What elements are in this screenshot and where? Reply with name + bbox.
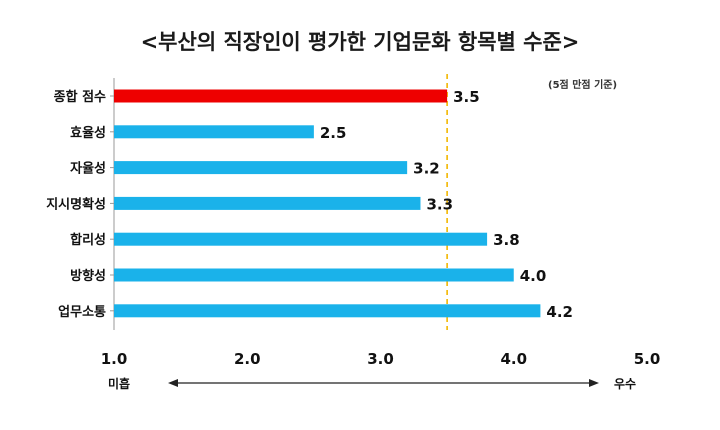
bar bbox=[114, 161, 408, 175]
bar bbox=[114, 304, 541, 318]
x-tick-label: 4.0 bbox=[500, 350, 527, 368]
bar bbox=[114, 125, 314, 139]
bar bbox=[114, 196, 421, 210]
category-label: 자율성 bbox=[70, 161, 106, 177]
value-label: 3.3 bbox=[426, 195, 453, 213]
scale-note: (5점 만점 기준) bbox=[548, 80, 618, 91]
x-tick-label: 2.0 bbox=[234, 350, 261, 368]
category-label: 방향성 bbox=[70, 268, 106, 284]
scale-high-label: 우수 bbox=[614, 377, 636, 391]
x-tick-label: 5.0 bbox=[634, 350, 661, 368]
x-tick-label: 3.0 bbox=[367, 350, 394, 368]
value-label: 2.5 bbox=[320, 124, 347, 142]
category-label: 합리성 bbox=[70, 232, 106, 248]
bar bbox=[114, 89, 448, 103]
value-label: 4.2 bbox=[546, 303, 573, 321]
category-label: 효율성 bbox=[70, 125, 106, 141]
category-label: 종합 점수 bbox=[54, 89, 106, 105]
value-label: 4.0 bbox=[520, 267, 547, 285]
bar bbox=[114, 232, 488, 246]
value-label: 3.5 bbox=[453, 88, 480, 106]
bar bbox=[114, 268, 514, 282]
chart-title: <부산의 직장인이 평가한 기업문화 항목별 수준> bbox=[140, 30, 580, 54]
scale-arrow-left-icon bbox=[168, 379, 178, 387]
category-label: 업무소통 bbox=[58, 305, 106, 320]
x-tick-label: 1.0 bbox=[101, 350, 128, 368]
value-label: 3.2 bbox=[413, 160, 440, 178]
category-label: 지시명확성 bbox=[46, 196, 106, 212]
scale-arrow-right-icon bbox=[589, 379, 599, 387]
scale-low-label: 미흡 bbox=[108, 376, 130, 391]
value-label: 3.8 bbox=[493, 231, 520, 249]
